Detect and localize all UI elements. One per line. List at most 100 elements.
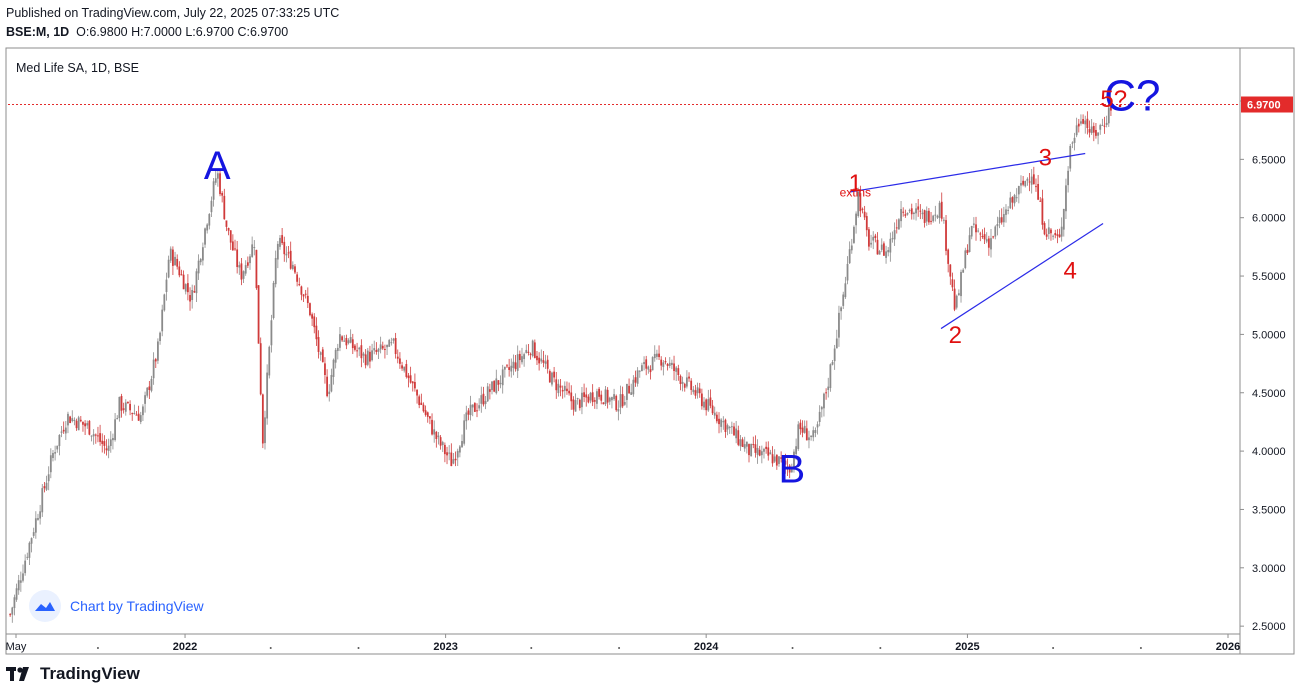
- candle-body: [443, 444, 446, 455]
- candle-body: [456, 450, 459, 458]
- candle-body: [172, 249, 174, 266]
- candle-body: [94, 434, 97, 436]
- x-minor-tick: [618, 647, 621, 649]
- candle-body: [268, 346, 271, 376]
- candle-body: [116, 418, 119, 420]
- candle-body: [653, 353, 656, 359]
- candle-body: [92, 434, 95, 437]
- candle-body: [707, 399, 710, 411]
- x-minor-tick: [269, 647, 272, 649]
- candle-body: [664, 361, 667, 363]
- candle-body: [604, 389, 607, 405]
- candle-body: [279, 237, 281, 247]
- candle-body: [758, 449, 761, 456]
- candle-body: [861, 208, 864, 210]
- candle-body: [696, 387, 699, 394]
- candle-body: [43, 486, 46, 489]
- wave-label-B[interactable]: B: [778, 448, 805, 492]
- y-tick-label: 4.5000: [1252, 388, 1286, 400]
- wave-label-3[interactable]: 3: [1039, 144, 1052, 171]
- candle-body: [396, 356, 399, 359]
- candle-body: [150, 378, 153, 391]
- candle-body: [274, 258, 277, 285]
- candle-body: [405, 364, 408, 377]
- candle-body: [638, 370, 641, 372]
- candle-body: [165, 279, 168, 293]
- candle-body: [814, 429, 817, 433]
- candle-body: [803, 425, 806, 433]
- candle-body: [521, 356, 523, 363]
- candle-body: [401, 365, 403, 369]
- candle-body: [801, 427, 804, 433]
- x-tick-label: 2026: [1216, 641, 1240, 653]
- candle-body: [516, 354, 519, 371]
- wave-label-A[interactable]: A: [204, 144, 231, 188]
- wedge-trendline[interactable]: [849, 152, 1086, 193]
- candle-body: [548, 371, 551, 383]
- candle-body: [375, 349, 378, 352]
- candle-body: [570, 392, 573, 402]
- candle-body: [955, 295, 958, 308]
- candle-body: [797, 424, 800, 449]
- wave-label-5q[interactable]: 5?: [1100, 86, 1127, 113]
- candle-body: [285, 253, 288, 256]
- candle-body: [760, 451, 763, 456]
- y-tick-label: 6.0000: [1252, 213, 1286, 225]
- candle-body: [527, 351, 530, 353]
- candle-body: [972, 223, 975, 225]
- candle-body: [358, 347, 361, 350]
- candle-body: [583, 392, 585, 398]
- symbol-label: BSE:M, 1D: [6, 25, 70, 39]
- candle-body: [893, 230, 896, 240]
- candle-body: [574, 400, 577, 412]
- wave-label-1[interactable]: 1: [849, 170, 862, 197]
- candle-body: [544, 361, 547, 364]
- tradingview-watermark[interactable]: Chart by TradingView: [28, 589, 204, 623]
- candle-body: [56, 445, 59, 450]
- candle-body: [1009, 197, 1012, 209]
- candle-body: [105, 448, 108, 451]
- candle-body: [752, 444, 755, 446]
- candle-body: [270, 320, 273, 346]
- candle-body: [439, 437, 442, 446]
- wave-label-2[interactable]: 2: [949, 322, 962, 349]
- candle-body: [651, 357, 654, 371]
- footer-brand[interactable]: TradingView: [6, 664, 140, 684]
- last-price-label: 6.9700: [1247, 100, 1281, 112]
- candle-body: [197, 260, 200, 274]
- wave-label-4[interactable]: 4: [1064, 258, 1077, 285]
- candle-body: [641, 365, 643, 372]
- candle-body: [737, 430, 740, 445]
- candle-body: [409, 375, 412, 383]
- candle-body: [1080, 121, 1082, 124]
- candle-body: [1107, 107, 1110, 124]
- candle-body: [883, 243, 885, 256]
- candle-body: [294, 266, 296, 273]
- candle-body: [253, 247, 256, 249]
- candle-body: [621, 394, 624, 407]
- candle-body: [557, 383, 560, 394]
- candle-body: [195, 271, 198, 294]
- candle-body: [844, 283, 847, 298]
- y-tick-label: 6.5000: [1252, 154, 1286, 166]
- candle-body: [478, 405, 481, 409]
- candle-body: [300, 286, 303, 295]
- wave-label-Cq[interactable]: C?: [1104, 72, 1160, 121]
- candle-body: [913, 212, 915, 215]
- wedge-trendline[interactable]: [940, 223, 1104, 330]
- ohlc-line: BSE:M, 1D O:6.9800 H:7.0000 L:6.9700 C:6…: [6, 25, 288, 39]
- candle-body: [677, 368, 680, 376]
- candle-body: [127, 402, 129, 404]
- candle-body: [668, 362, 671, 366]
- candle-body: [880, 244, 883, 250]
- candle-body: [58, 434, 61, 447]
- candle-body: [863, 211, 866, 218]
- candle-body: [632, 379, 635, 395]
- candle-body: [112, 438, 114, 441]
- candle-body: [942, 219, 945, 221]
- candle-body: [103, 441, 106, 446]
- candle-body: [842, 294, 845, 306]
- candle-body: [949, 264, 952, 277]
- wave-label-note[interactable]: extins: [840, 186, 871, 200]
